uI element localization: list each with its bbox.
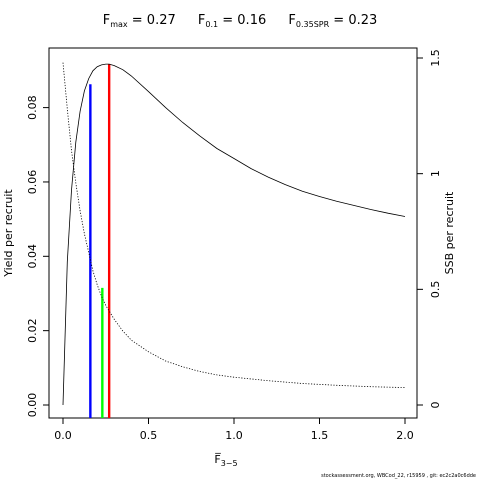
x-axis: 0.0 0.5 1.0 1.5 2.0: [54, 418, 414, 442]
f01-label: F0.1 = 0.16: [197, 13, 267, 29]
y-right-axis-label: SSB per recruit: [443, 191, 456, 274]
fmax-label: Fmax = 0.27: [102, 13, 176, 29]
y-right-tick-label: 0: [429, 402, 442, 409]
x-tick-label: 1.0: [225, 429, 243, 442]
x-tick-label: 1.5: [311, 429, 329, 442]
y-left-axis: 0.00 0.02 0.04 0.06 0.08: [26, 95, 49, 417]
yield-per-recruit-line: [62, 63, 406, 406]
f035spr-label: F0.35SPR = 0.23: [288, 13, 378, 29]
y-left-tick-label: 0.02: [26, 318, 39, 343]
ssb-per-recruit-line: [62, 62, 406, 388]
y-left-tick-label: 0.06: [26, 170, 39, 195]
y-right-tick-label: 1: [429, 170, 442, 177]
footer-credit: stockassessment.org, WBCod_22, r15959 , …: [321, 473, 476, 479]
y-right-axis: 0 0.5 1 1.5: [417, 49, 442, 409]
x-tick-label: 0.5: [140, 429, 158, 442]
y-left-tick-label: 0.04: [26, 244, 39, 269]
reference-lines: [89, 64, 111, 418]
x-tick-label: 0.0: [54, 429, 72, 442]
x-tick-label: 2.0: [396, 429, 414, 442]
plot-frame: [48, 47, 418, 419]
y-left-tick-label: 0.08: [26, 95, 39, 120]
x-axis-label: F̅3−5: [214, 453, 237, 468]
y-left-axis-label: Yield per recruit: [2, 189, 15, 278]
y-right-tick-label: 0.5: [429, 281, 442, 299]
series-lines: [62, 62, 406, 406]
y-right-tick-label: 1.5: [429, 49, 442, 67]
chart-title: Fmax = 0.27 F0.1 = 0.16 F0.35SPR = 0.23: [0, 13, 480, 29]
y-left-tick-label: 0.00: [26, 393, 39, 418]
